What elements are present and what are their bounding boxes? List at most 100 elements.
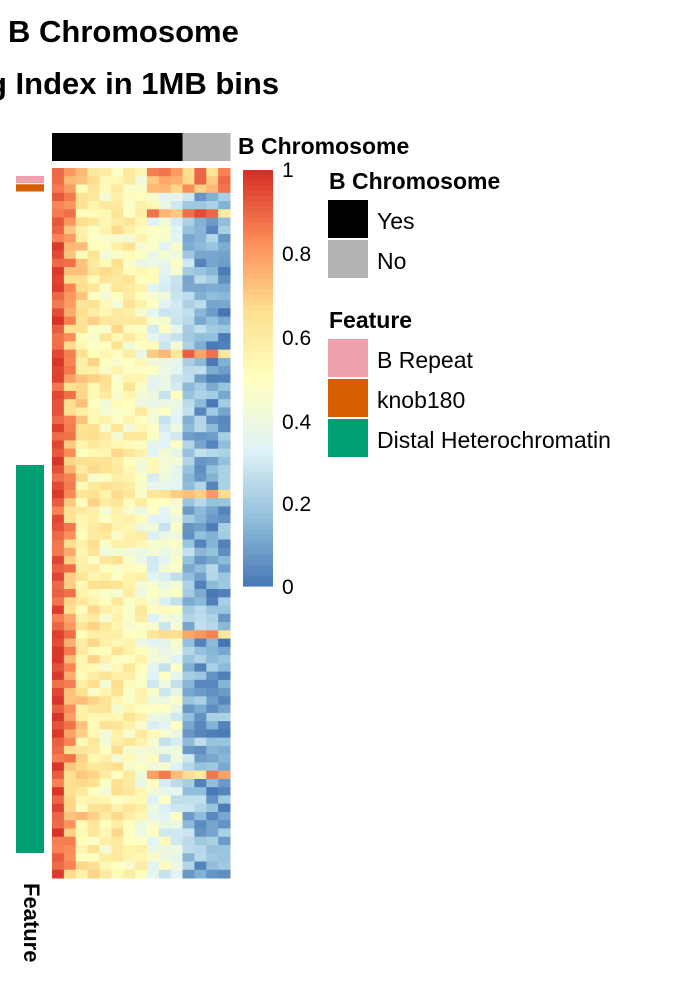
heatmap-cell	[111, 778, 124, 788]
heatmap-cell	[206, 316, 219, 326]
heatmap-cell	[182, 679, 195, 689]
heatmap-cell	[218, 423, 231, 433]
heatmap-cell	[87, 655, 100, 664]
heatmap-cell	[111, 489, 124, 499]
heatmap-cell	[146, 861, 160, 871]
heatmap-cell	[194, 523, 207, 532]
heatmap-cell	[123, 184, 136, 194]
heatmap-cell	[170, 844, 184, 854]
heatmap-cell	[135, 547, 148, 557]
heatmap-cell	[63, 448, 77, 458]
heatmap-cell	[170, 869, 184, 879]
heatmap-cell	[63, 432, 77, 441]
heatmap-cell	[146, 415, 160, 425]
column-annotation-cell	[146, 133, 160, 161]
heatmap-cell	[123, 712, 136, 722]
color-scale-segment	[243, 528, 273, 535]
heatmap-cell	[218, 712, 231, 722]
heatmap-cell	[158, 415, 172, 425]
heatmap-cell	[99, 572, 112, 582]
heatmap-cell	[52, 176, 65, 186]
heatmap-cell	[123, 514, 136, 524]
heatmap-cell	[206, 762, 219, 772]
heatmap-cell	[218, 184, 231, 194]
heatmap-cell	[63, 465, 77, 474]
heatmap-cell	[158, 514, 172, 524]
heatmap-cell	[123, 283, 136, 293]
heatmap-cell	[111, 481, 124, 491]
heatmap-cell	[63, 267, 77, 276]
heatmap-cell	[63, 333, 77, 342]
heatmap-cell	[182, 209, 195, 219]
heatmap-cell	[170, 275, 184, 285]
legend-distal-swatch	[328, 419, 368, 457]
heatmap-cell	[99, 473, 112, 483]
heatmap-cell	[75, 622, 89, 631]
heatmap-cell	[63, 184, 77, 194]
heatmap-cell	[52, 250, 65, 260]
color-scale-segment	[243, 331, 273, 337]
heatmap-cell	[87, 341, 100, 351]
heatmap-cell	[206, 811, 219, 821]
color-scale-segment	[243, 336, 273, 343]
heatmap-cell	[158, 349, 172, 359]
heatmap-cell	[182, 729, 195, 739]
heatmap-cell	[170, 217, 184, 227]
heatmap-cell	[123, 679, 136, 689]
heatmap-cell	[135, 531, 148, 541]
heatmap-cell	[194, 853, 207, 862]
heatmap-cell	[158, 498, 172, 507]
heatmap-cell	[158, 217, 172, 227]
column-annotation-label: B Chromosome	[238, 133, 410, 159]
heatmap-cell	[99, 853, 112, 862]
heatmap-cell	[146, 762, 160, 772]
heatmap-cell	[87, 597, 100, 607]
color-scale-segment	[243, 357, 273, 363]
heatmap-cell	[135, 209, 148, 219]
heatmap-cell	[206, 787, 219, 796]
heatmap-cell	[63, 308, 77, 318]
heatmap-cell	[52, 663, 65, 673]
heatmap-cell	[182, 655, 195, 664]
heatmap-cell	[111, 523, 124, 532]
color-scale-segment	[243, 414, 273, 421]
heatmap-cell	[123, 258, 136, 268]
heatmap-cell	[194, 754, 207, 763]
heatmap-cell	[194, 176, 207, 186]
heatmap-cell	[206, 432, 219, 441]
heatmap-cell	[63, 201, 77, 210]
heatmap-cell	[170, 333, 184, 342]
column-annotation-cell	[52, 133, 65, 161]
color-scale-segment	[243, 424, 273, 431]
heatmap-cell	[111, 407, 124, 417]
heatmap-cell	[218, 399, 231, 408]
color-scale-segment	[243, 383, 273, 389]
heatmap-cell	[63, 787, 77, 796]
heatmap-cell	[146, 440, 160, 450]
heatmap-cell	[111, 423, 124, 433]
heatmap-cell	[146, 679, 160, 689]
heatmap-cell	[123, 754, 136, 763]
heatmap-cell	[135, 663, 148, 673]
heatmap-cell	[194, 539, 207, 549]
heatmap-cell	[87, 754, 100, 763]
heatmap-cell	[63, 531, 77, 541]
heatmap-cell	[52, 399, 65, 408]
heatmap-cell	[206, 564, 219, 574]
heatmap-cell	[170, 374, 184, 384]
heatmap-cell	[52, 787, 65, 796]
heatmap-cell	[218, 448, 231, 458]
heatmap-cell	[146, 366, 160, 375]
heatmap-cell	[194, 209, 207, 219]
heatmap-cell	[135, 770, 148, 780]
heatmap-cell	[111, 803, 124, 813]
heatmap-cell	[182, 696, 195, 706]
heatmap-cell	[135, 440, 148, 450]
heatmap-cell	[146, 671, 160, 681]
scale-tick-0.2: 0.2	[282, 493, 312, 516]
heatmap-cell	[63, 209, 77, 219]
heatmap-cell	[194, 324, 207, 334]
heatmap-cell	[182, 506, 195, 516]
heatmap-cell	[158, 242, 172, 252]
heatmap-cell	[206, 844, 219, 854]
